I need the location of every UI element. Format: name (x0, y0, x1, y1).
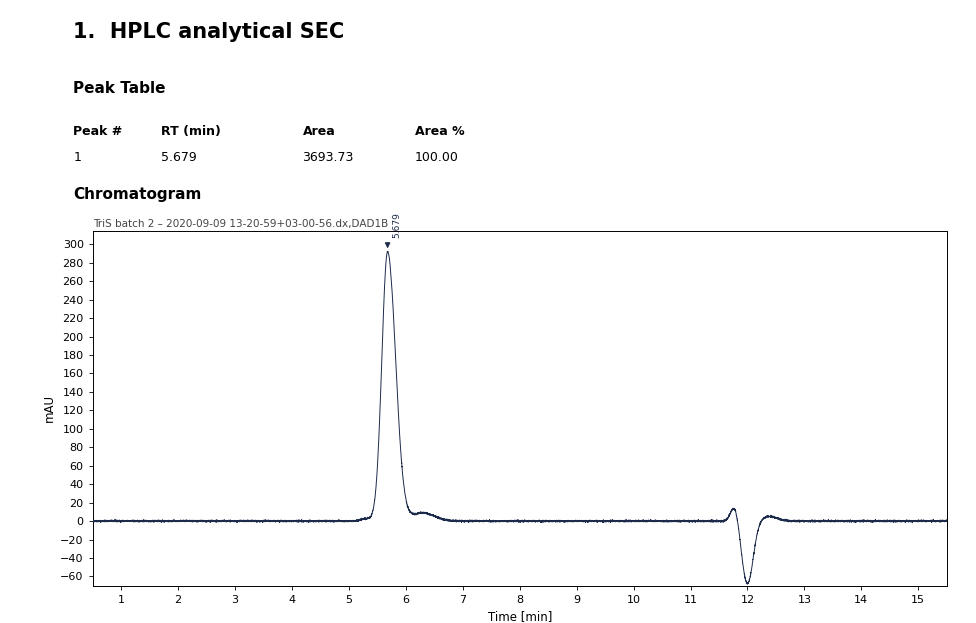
Text: Chromatogram: Chromatogram (73, 187, 202, 202)
Text: Area %: Area % (415, 125, 465, 138)
Text: Area: Area (303, 125, 336, 138)
Text: Peak #: Peak # (73, 125, 122, 138)
Text: RT (min): RT (min) (161, 125, 221, 138)
Text: 5.679: 5.679 (161, 151, 197, 164)
Text: 1.  HPLC analytical SEC: 1. HPLC analytical SEC (73, 22, 345, 42)
Text: Peak Table: Peak Table (73, 81, 166, 96)
Text: 5.679: 5.679 (392, 212, 401, 239)
Text: 3693.73: 3693.73 (303, 151, 354, 164)
Y-axis label: mAU: mAU (43, 394, 56, 422)
Text: TriS batch 2 – 2020-09-09 13-20-59+03-00-56.dx,DAD1B: TriS batch 2 – 2020-09-09 13-20-59+03-00… (93, 219, 388, 229)
X-axis label: Time [min]: Time [min] (488, 610, 551, 623)
Text: 100.00: 100.00 (415, 151, 459, 164)
Text: 1: 1 (73, 151, 81, 164)
